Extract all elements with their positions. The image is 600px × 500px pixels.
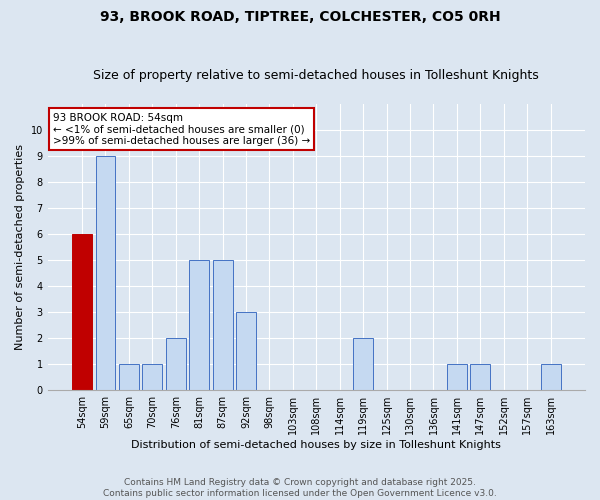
Y-axis label: Number of semi-detached properties: Number of semi-detached properties	[15, 144, 25, 350]
Bar	[212, 260, 233, 390]
Bar	[236, 312, 256, 390]
Bar	[166, 338, 186, 390]
Bar	[72, 234, 92, 390]
Bar	[541, 364, 560, 390]
Bar	[142, 364, 162, 390]
Title: Size of property relative to semi-detached houses in Tolleshunt Knights: Size of property relative to semi-detach…	[94, 69, 539, 82]
Text: 93, BROOK ROAD, TIPTREE, COLCHESTER, CO5 0RH: 93, BROOK ROAD, TIPTREE, COLCHESTER, CO5…	[100, 10, 500, 24]
Text: 93 BROOK ROAD: 54sqm
← <1% of semi-detached houses are smaller (0)
>99% of semi-: 93 BROOK ROAD: 54sqm ← <1% of semi-detac…	[53, 112, 310, 146]
Bar	[189, 260, 209, 390]
Bar	[470, 364, 490, 390]
Bar	[95, 156, 115, 390]
X-axis label: Distribution of semi-detached houses by size in Tolleshunt Knights: Distribution of semi-detached houses by …	[131, 440, 501, 450]
Text: Contains HM Land Registry data © Crown copyright and database right 2025.
Contai: Contains HM Land Registry data © Crown c…	[103, 478, 497, 498]
Bar	[447, 364, 467, 390]
Bar	[119, 364, 139, 390]
Bar	[353, 338, 373, 390]
